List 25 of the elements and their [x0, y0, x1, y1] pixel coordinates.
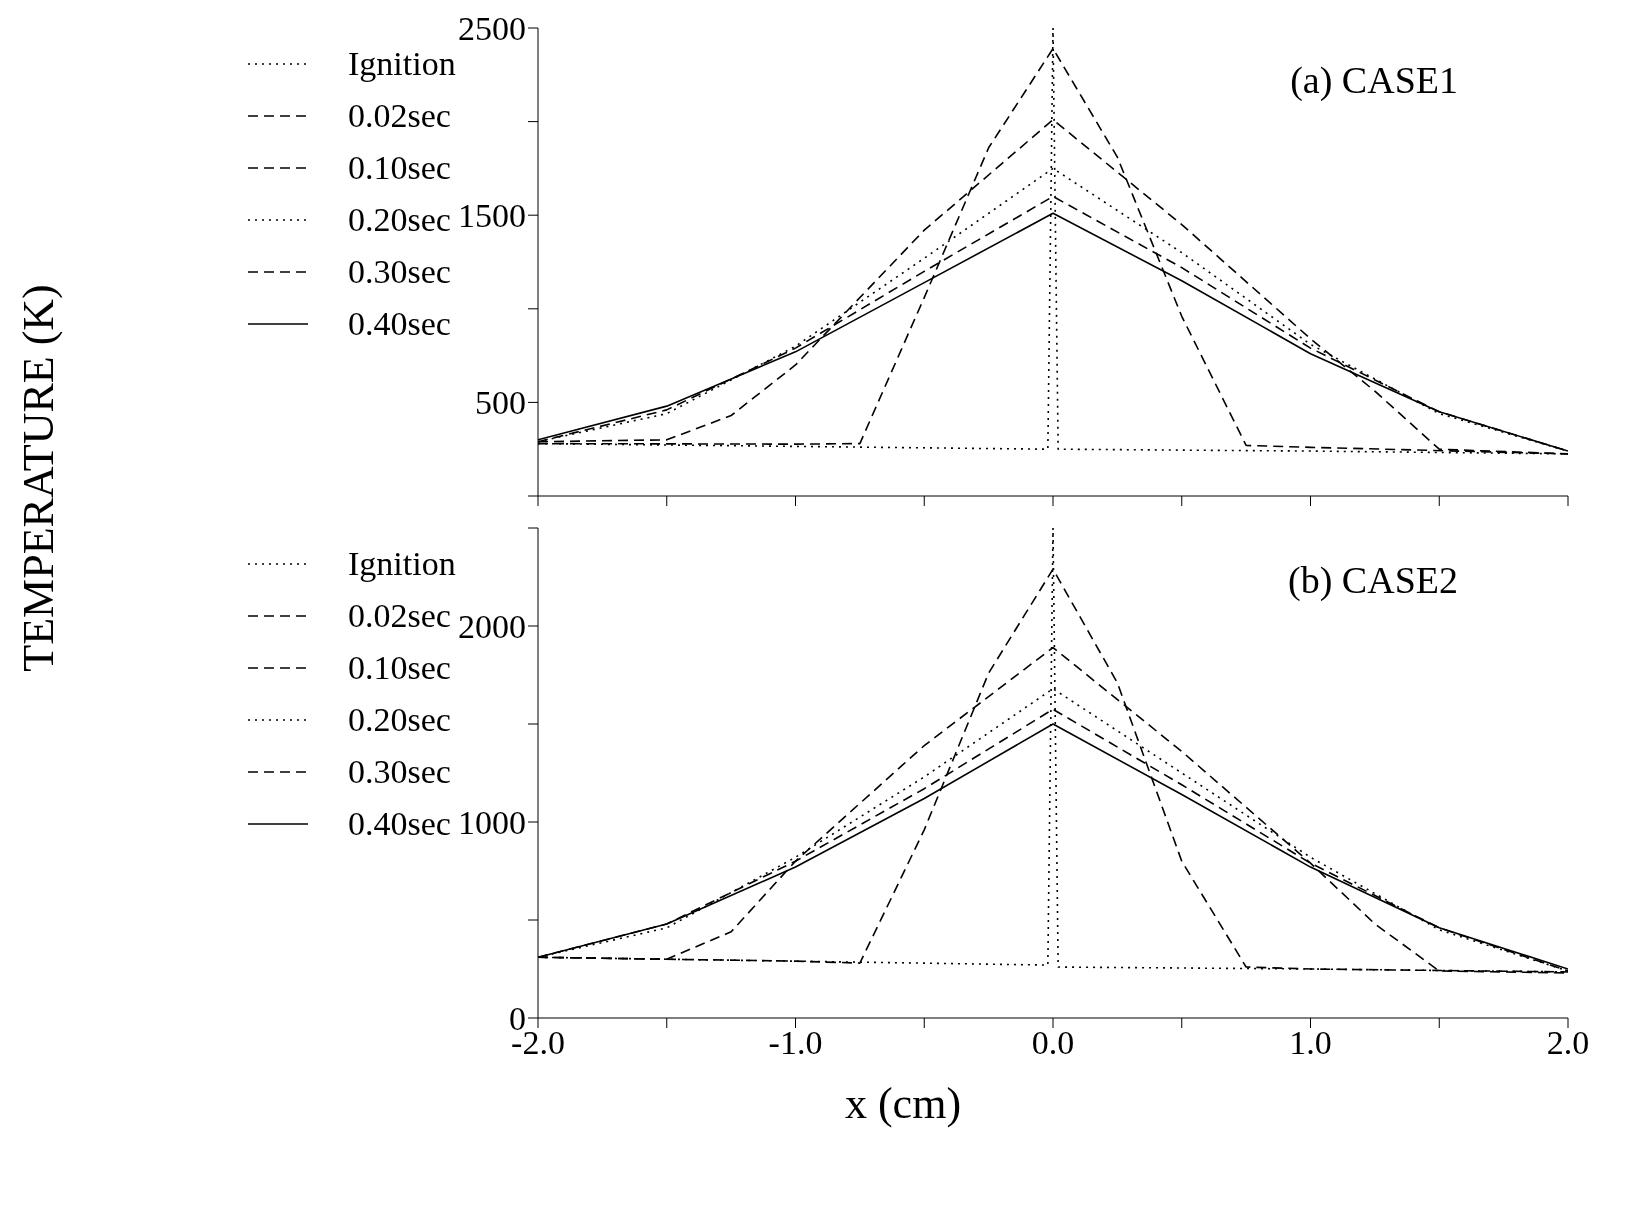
legend-label: 0.02sec	[348, 97, 451, 135]
legend-label: 0.40sec	[348, 805, 451, 843]
x-tick-label: 1.0	[1289, 1024, 1332, 1062]
y-tick-label: 1000	[458, 804, 526, 842]
y-axis-title: TEMPERATURE (K)	[12, 284, 64, 672]
legend-label: 0.20sec	[348, 701, 451, 739]
annotation: (b) CASE2	[1288, 558, 1458, 602]
legend-label: 0.30sec	[348, 253, 451, 291]
x-tick-label: 2.0	[1546, 1024, 1590, 1062]
legend-label: Ignition	[348, 545, 456, 583]
annotation: (a) CASE1	[1290, 58, 1458, 102]
legend-label: 0.20sec	[348, 201, 451, 239]
x-tick-label: -1.0	[768, 1024, 823, 1062]
y-tick-label: 2500	[458, 10, 526, 48]
legend-label: 0.10sec	[348, 149, 451, 187]
legend-label: 0.40sec	[348, 305, 451, 343]
y-tick-label: 1500	[458, 197, 526, 235]
y-tick-label: 500	[475, 384, 526, 422]
x-axis-title: x (cm)	[843, 1078, 963, 1129]
legend-label: 0.02sec	[348, 597, 451, 635]
x-tick-label: 0.0	[1031, 1024, 1075, 1062]
legend-label: 0.10sec	[348, 649, 451, 687]
legend-label: 0.30sec	[348, 753, 451, 791]
legend-label: Ignition	[348, 45, 456, 83]
y-tick-label: 2000	[458, 608, 526, 646]
